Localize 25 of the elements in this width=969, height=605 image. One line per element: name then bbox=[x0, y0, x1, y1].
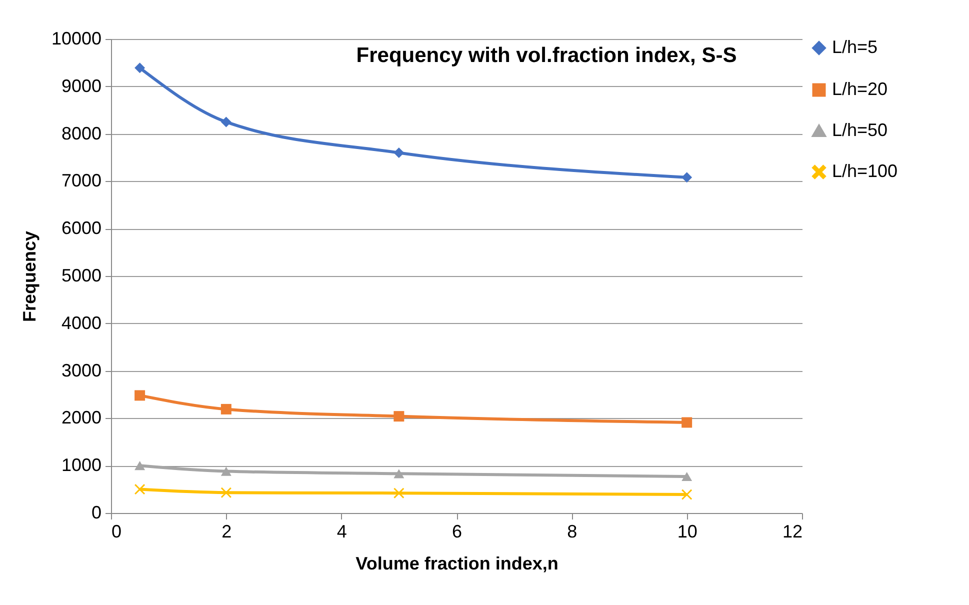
y-axis-title: Frequency bbox=[19, 230, 40, 322]
x-axis-title: Volume fraction index,n bbox=[356, 554, 558, 574]
y-tick-label: 10000 bbox=[51, 28, 102, 48]
y-tick-label: 1000 bbox=[61, 455, 102, 476]
legend-label: L/h=50 bbox=[832, 120, 888, 140]
x-tick-label: 4 bbox=[336, 522, 347, 542]
chart-title: Frequency with vol.fraction index, S-S bbox=[356, 44, 737, 67]
x-tick-label: 2 bbox=[222, 522, 232, 542]
legend-label: L/h=100 bbox=[832, 161, 898, 181]
x-tick-label: 12 bbox=[782, 522, 802, 542]
legend-label: L/h=20 bbox=[832, 79, 888, 99]
y-tick-label: 4000 bbox=[61, 312, 102, 333]
x-tick-label: 0 bbox=[112, 522, 122, 542]
y-tick-label: 0 bbox=[91, 502, 102, 522]
x-tick-label: 8 bbox=[567, 522, 578, 542]
y-tick-label: 7000 bbox=[61, 170, 102, 191]
y-tick-label: 9000 bbox=[61, 76, 102, 96]
y-tick-label: 6000 bbox=[61, 218, 102, 238]
x-tick-label: 10 bbox=[677, 522, 698, 542]
y-tick-label: 8000 bbox=[61, 123, 102, 144]
y-tick-label: 3000 bbox=[61, 360, 102, 380]
x-tick-label: 6 bbox=[452, 522, 462, 542]
legend-label: L/h=5 bbox=[832, 37, 878, 57]
y-tick-label: 5000 bbox=[61, 266, 102, 286]
y-tick-label: 2000 bbox=[61, 408, 102, 428]
